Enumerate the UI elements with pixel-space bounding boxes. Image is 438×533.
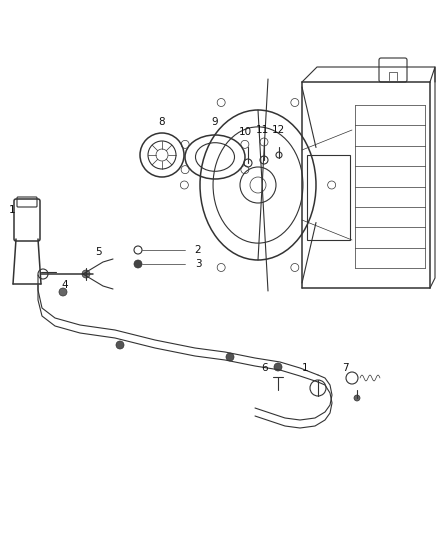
Circle shape [82,270,90,278]
Text: 7: 7 [342,363,348,373]
Circle shape [354,395,360,401]
Circle shape [226,353,234,361]
Text: 3: 3 [194,259,201,269]
Text: 9: 9 [212,117,218,127]
Text: 11: 11 [255,125,268,135]
Text: 4: 4 [62,280,68,290]
Text: 12: 12 [272,125,285,135]
Text: 5: 5 [95,247,101,257]
Text: 6: 6 [261,363,268,373]
Circle shape [134,260,142,268]
Text: 1: 1 [9,205,15,215]
Text: 1: 1 [302,363,308,373]
Bar [307,155,350,240]
Text: 10: 10 [238,127,251,137]
Circle shape [116,341,124,349]
Circle shape [59,288,67,296]
Circle shape [274,363,282,371]
Text: 2: 2 [194,245,201,255]
Text: 8: 8 [159,117,165,127]
